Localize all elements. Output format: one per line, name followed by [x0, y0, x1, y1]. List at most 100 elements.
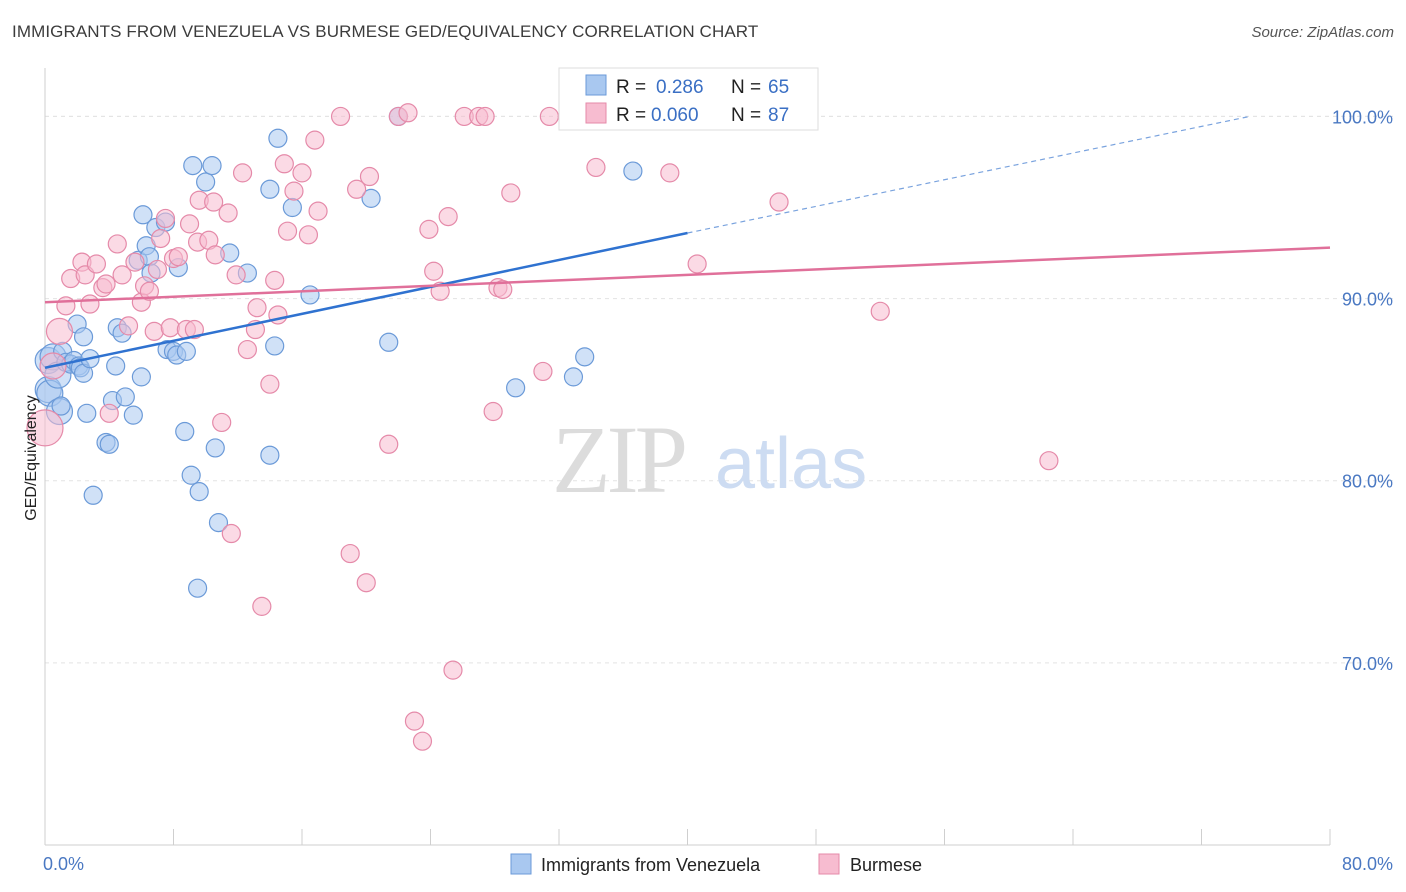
data-point-venezuela: [205, 438, 225, 458]
data-point-burmese: [277, 221, 298, 241]
watermark-atlas: atlas: [715, 424, 867, 504]
data-point-burmese: [179, 214, 200, 234]
data-point-burmese: [330, 106, 351, 127]
data-point-burmese: [205, 245, 225, 265]
data-point-burmese: [475, 106, 495, 127]
data-point-venezuela: [260, 179, 280, 199]
data-point-venezuela: [208, 513, 229, 533]
data-point-burmese: [298, 225, 319, 245]
data-point-burmese: [340, 543, 360, 564]
data-point-venezuela: [176, 341, 196, 361]
source-label: Source: ZipAtlas.com: [1251, 24, 1394, 41]
data-point-burmese: [45, 317, 74, 345]
data-point-burmese: [112, 265, 132, 285]
axes: [44, 68, 1331, 846]
data-point-burmese: [1039, 451, 1059, 471]
data-point-burmese: [252, 596, 272, 616]
data-point-burmese: [260, 374, 280, 394]
data-point-burmese: [204, 192, 224, 212]
data-point-burmese: [96, 274, 116, 294]
y-tick-label: 70.0%: [1342, 654, 1393, 674]
data-point-burmese: [184, 319, 204, 340]
data-point-burmese: [155, 208, 176, 229]
x-tick-label: 0.0%: [43, 854, 84, 874]
trend-line-venezuela: [44, 231, 688, 370]
data-point-burmese: [26, 409, 64, 447]
legend-n-label-2: N =: [731, 105, 761, 126]
data-point-burmese: [398, 103, 418, 123]
data-point-burmese: [151, 228, 171, 249]
data-point-burmese: [305, 130, 325, 150]
data-point-venezuela: [260, 445, 280, 465]
data-point-burmese: [247, 298, 267, 318]
data-point-burmese: [232, 163, 253, 183]
data-point-venezuela: [623, 161, 643, 181]
data-point-burmese: [274, 154, 294, 174]
data-point-burmese: [168, 247, 188, 267]
data-point-burmese: [379, 434, 399, 454]
y-tick-label: 80.0%: [1342, 472, 1393, 492]
scatter-points: [26, 103, 1059, 751]
bottom-legend: Immigrants from Venezuela Burmese: [510, 853, 922, 875]
data-point-venezuela: [115, 387, 135, 407]
data-point-venezuela: [202, 156, 222, 176]
data-point-burmese: [221, 523, 241, 544]
data-point-burmese: [218, 203, 238, 223]
data-point-venezuela: [106, 356, 126, 376]
bottom-legend-swatch-burmese: [818, 853, 840, 875]
data-point-burmese: [86, 254, 107, 274]
watermark-zip: ZIP: [552, 406, 685, 513]
data-point-burmese: [118, 316, 139, 336]
data-point-burmese: [226, 265, 246, 285]
data-point-burmese: [80, 294, 100, 314]
data-point-burmese: [144, 321, 164, 341]
data-point-burmese: [687, 254, 707, 274]
tick-labels: 70.0% 80.0% 90.0% 100.0% 0.0% 80.0%: [43, 107, 1393, 874]
data-point-burmese: [769, 192, 789, 212]
legend-n-value-1: 65: [768, 77, 789, 98]
data-point-burmese: [284, 181, 304, 201]
data-point-venezuela: [73, 327, 94, 347]
bottom-legend-swatch-venezuela: [510, 853, 532, 875]
grid-lines: [45, 115, 1393, 664]
data-point-venezuela: [189, 482, 209, 502]
data-point-venezuela: [175, 421, 195, 442]
data-point-venezuela: [77, 403, 97, 423]
data-point-burmese: [212, 412, 232, 433]
legend-r-label-2: R =: [616, 105, 646, 126]
bottom-legend-label-venezuela: Immigrants from Venezuela: [541, 855, 761, 875]
trend-lines: [44, 115, 1331, 370]
data-point-venezuela: [133, 205, 153, 225]
data-point-burmese: [265, 270, 285, 290]
data-point-burmese: [359, 166, 380, 187]
data-point-burmese: [107, 234, 127, 254]
data-point-burmese: [493, 279, 513, 300]
bottom-legend-label-burmese: Burmese: [850, 855, 922, 875]
legend-n-label-1: N =: [731, 77, 761, 98]
data-point-venezuela: [575, 347, 595, 367]
legend-r-value-2: 0.060: [651, 105, 699, 126]
data-point-venezuela: [268, 128, 288, 148]
data-point-burmese: [443, 660, 463, 680]
data-point-burmese: [501, 183, 521, 203]
data-point-venezuela: [265, 336, 285, 356]
legend-r-value-1: 0.286: [656, 77, 704, 98]
data-point-venezuela: [379, 332, 399, 352]
data-point-burmese: [99, 403, 119, 423]
data-point-burmese: [404, 711, 425, 731]
data-point-venezuela: [282, 197, 302, 218]
y-tick-label: 90.0%: [1342, 290, 1393, 310]
data-point-burmese: [56, 296, 76, 316]
data-point-burmese: [533, 361, 553, 382]
legend-n-value-2: 87: [768, 105, 789, 126]
legend-box: R = 0.286 N = 65 R = 0.060 N = 87: [558, 67, 819, 131]
data-point-burmese: [870, 301, 890, 321]
data-point-burmese: [160, 318, 180, 338]
data-point-burmese: [292, 163, 312, 183]
data-point-burmese: [424, 261, 444, 281]
trend-line-venezuela-extension: [687, 115, 1250, 234]
y-axis-label: GED/Equivalency: [23, 395, 40, 520]
data-point-burmese: [237, 339, 257, 360]
legend-swatch-venezuela: [585, 74, 607, 96]
